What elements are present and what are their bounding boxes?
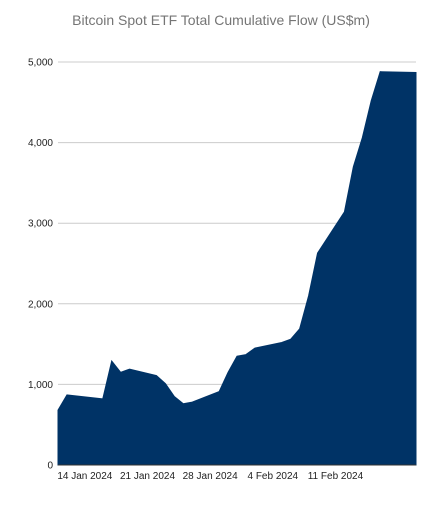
y-tick-label: 2,000 [28, 299, 53, 310]
y-tick-label: 4,000 [28, 138, 53, 149]
y-tick-label: 1,000 [28, 380, 53, 391]
x-tick-label: 28 Jan 2024 [183, 471, 238, 482]
x-tick-label: 4 Feb 2024 [247, 471, 298, 482]
y-tick-label: 3,000 [28, 219, 53, 230]
area-series [57, 71, 417, 466]
chart-title: Bitcoin Spot ETF Total Cumulative Flow (… [72, 12, 370, 28]
x-tick-label: 11 Feb 2024 [308, 471, 364, 482]
x-tick-label: 14 Jan 2024 [57, 471, 112, 482]
y-tick-label: 0 [47, 461, 53, 472]
y-tick-label: 5,000 [28, 58, 53, 69]
x-tick-label: 21 Jan 2024 [120, 471, 175, 482]
